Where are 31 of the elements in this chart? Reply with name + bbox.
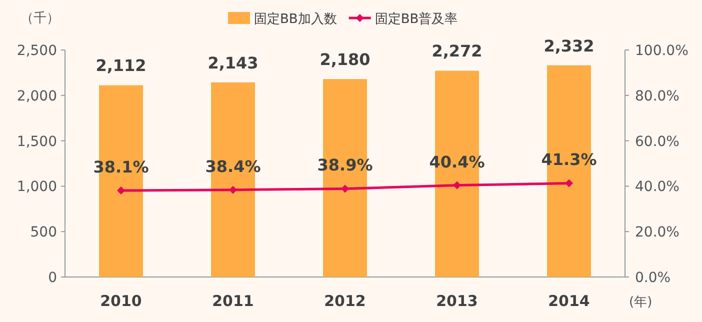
point	[565, 179, 573, 188]
y-tick-label: 1,500	[16, 134, 57, 150]
x-tick-label: 2013	[436, 292, 478, 310]
y-tick-label: 2,000	[16, 88, 57, 104]
point	[341, 184, 349, 193]
data-label: 2,272	[432, 42, 482, 61]
y-axis-title: （千）	[20, 11, 60, 26]
data-label: 2,112	[96, 56, 146, 76]
point	[229, 186, 237, 194]
y2-tick-label: 0.0%	[635, 270, 671, 286]
legend-label: 固定BB加入数	[254, 12, 337, 27]
data-label: 2,332	[544, 36, 594, 56]
y-tick-label: 1,000	[16, 179, 57, 196]
y2-tick-label: 40.0%	[635, 179, 680, 196]
y2-tick-label: 20.0%	[635, 224, 680, 241]
x-tick-label: 2014	[548, 292, 590, 310]
y2-tick-label: 60.0%	[635, 134, 680, 150]
y2-tick-label: 100.0%	[635, 43, 688, 59]
y-tick-label: 0	[48, 270, 57, 286]
point	[453, 181, 461, 190]
x-tick-label: 2012	[324, 292, 366, 310]
data-label: 2,180	[320, 50, 370, 70]
x-tick-label: 2011	[212, 292, 254, 310]
legend-label: 固定BB普及率	[374, 11, 458, 27]
y-tick-label: 500	[30, 224, 57, 241]
y-tick-label: 2,500	[16, 43, 57, 59]
data-label: 2,143	[208, 53, 258, 72]
x-tick-label: 2010	[100, 292, 142, 310]
point	[117, 186, 125, 195]
x-axis-title: (年)	[629, 295, 652, 310]
y2-tick-label: 80.0%	[635, 88, 680, 104]
